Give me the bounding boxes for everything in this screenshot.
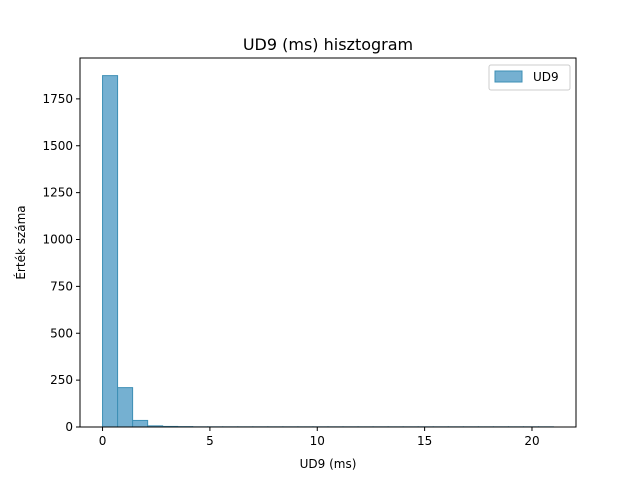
y-tick-label: 500: [50, 326, 73, 340]
chart-title: UD9 (ms) hisztogram: [243, 35, 413, 54]
y-tick-label: 1750: [42, 92, 73, 106]
x-tick-label: 0: [99, 434, 107, 448]
x-tick-label: 5: [206, 434, 214, 448]
bars-group: [102, 75, 554, 428]
histogram-bar: [102, 75, 119, 428]
y-axis-ticks: 0 250 500 750 1000 1250 1500 1750: [42, 92, 80, 434]
x-axis-ticks: 0 5 10 15 20: [99, 427, 540, 448]
legend-label: UD9: [533, 70, 559, 84]
y-tick-label: 1000: [42, 233, 73, 247]
x-tick-label: 20: [524, 434, 539, 448]
y-tick-label: 1250: [42, 186, 73, 200]
y-tick-label: 750: [50, 279, 73, 293]
plot-frame: [79, 57, 577, 428]
y-tick-label: 250: [50, 373, 73, 387]
y-tick-label: 1500: [42, 139, 73, 153]
y-tick-label: 0: [65, 420, 73, 434]
histogram-bar: [117, 387, 134, 428]
x-axis-label: UD9 (ms): [300, 457, 357, 471]
histogram-bar: [132, 419, 149, 428]
legend: UD9: [488, 64, 571, 91]
x-tick-label: 10: [310, 434, 325, 448]
y-axis-label: Érték száma: [13, 205, 28, 279]
x-tick-label: 15: [417, 434, 432, 448]
legend-swatch: [494, 70, 523, 83]
